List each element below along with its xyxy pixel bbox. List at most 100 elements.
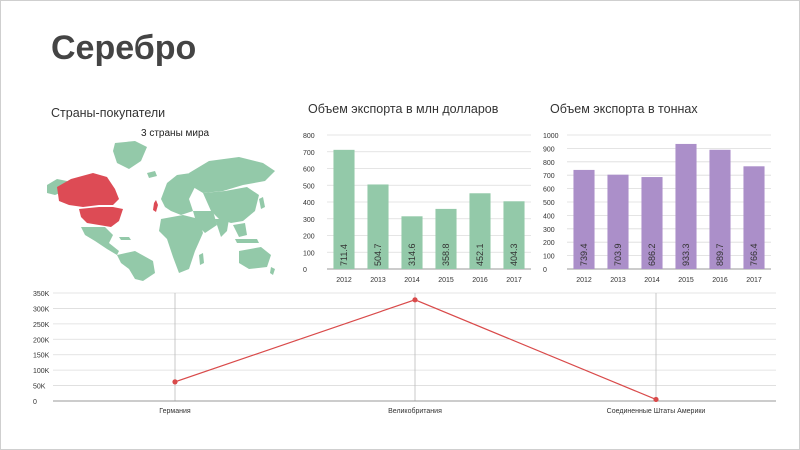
map-region-iceland: [147, 171, 157, 178]
line-point: [172, 379, 178, 385]
x-tick-label: 2014: [404, 277, 420, 284]
x-tick-label: 2017: [506, 277, 522, 284]
x-tick-label: 2013: [370, 277, 386, 284]
x-tick-label: 2015: [678, 277, 694, 284]
map-country-canada: [57, 173, 119, 207]
y-tick-label: 400: [543, 213, 555, 220]
map-region-new-zealand: [270, 267, 275, 275]
y-tick-label: 700: [543, 173, 555, 180]
map-region-indonesia: [235, 239, 259, 243]
y-tick-label: 300K: [33, 306, 50, 313]
map-region-africa: [159, 215, 203, 273]
y-tick-label: 500: [303, 183, 315, 190]
bar-value-label: 404.3: [509, 243, 519, 266]
x-tick-label: Соединенные Штаты Америки: [607, 408, 706, 415]
y-tick-label: 400: [303, 200, 315, 207]
tons-export-chart: 0 100 200 300 400 500 600 700 800 900 1000 739.4 201…: [543, 133, 771, 284]
tons-chart-title: Объем экспорта в тоннах: [550, 102, 698, 116]
y-tick-label: 800: [543, 160, 555, 167]
y-tick-label: 200: [303, 234, 315, 241]
bar-value-label: 889.7: [715, 243, 725, 266]
y-tick-label: 250K: [33, 322, 50, 329]
x-tick-label: Германия: [159, 408, 191, 415]
map-subtitle: 3 страны мира: [141, 128, 210, 139]
y-tick-label: 0: [33, 399, 37, 406]
bar-value-label: 452.1: [475, 243, 485, 266]
y-tick-label: 600: [543, 187, 555, 194]
bar: [469, 193, 491, 269]
y-tick-label: 300: [303, 217, 315, 224]
y-tick-label: 100K: [33, 368, 50, 375]
map-region-india: [215, 219, 229, 237]
map-region-southeast-asia: [233, 223, 247, 237]
y-tick-label: 200K: [33, 337, 50, 344]
bar-value-label: 358.8: [441, 243, 451, 266]
map-region-middle-east: [193, 211, 217, 233]
usd-chart-title: Объем экспорта в млн долларов: [308, 102, 499, 116]
x-tick-label: 2016: [472, 277, 488, 284]
map-title: Страны-покупатели: [51, 106, 166, 120]
x-tick-label: 2015: [438, 277, 454, 284]
map-region-mexico: [81, 227, 119, 255]
map-region-madagascar: [199, 253, 204, 265]
map-region-caribbean: [119, 237, 131, 240]
x-tick-label: Великобритания: [388, 407, 442, 415]
page-title: Серебро: [51, 29, 197, 67]
map-region-russia: [189, 157, 275, 193]
map-region-south-america: [117, 251, 155, 281]
map-region-australia: [239, 247, 271, 269]
bar: [709, 149, 731, 269]
y-tick-label: 1000: [543, 133, 559, 140]
y-tick-label: 500: [543, 200, 555, 207]
bar-value-label: 739.4: [579, 243, 589, 266]
x-tick-label: 2012: [336, 277, 352, 284]
y-tick-label: 100: [543, 254, 555, 261]
y-tick-label: 350K: [33, 291, 50, 298]
map-country-united-states: [79, 207, 123, 227]
line-point: [412, 297, 418, 303]
map-region-greenland: [113, 141, 147, 169]
y-tick-label: 0: [303, 267, 307, 274]
bar: [401, 216, 423, 269]
bar-value-label: 686.2: [647, 243, 657, 266]
world-map: [47, 141, 275, 281]
bar: [435, 208, 457, 269]
map-highlighted-countries: [57, 173, 158, 227]
bar-value-label: 933.3: [681, 243, 691, 266]
map-land: [47, 141, 275, 281]
bar: [503, 201, 525, 269]
bar: [607, 174, 629, 269]
country-line-chart: 0 50K 100K 150K 200K 250K 300K 350K Германия Вели…: [33, 291, 776, 415]
bar: [333, 149, 355, 269]
x-tick-label: 2017: [746, 277, 762, 284]
line-point: [653, 396, 659, 403]
x-tick-label: 2016: [712, 277, 728, 284]
y-tick-label: 100: [303, 250, 315, 257]
x-tick-label: 2012: [576, 277, 592, 284]
bar: [743, 166, 765, 269]
y-tick-label: 150K: [33, 353, 50, 360]
y-tick-label: 900: [543, 146, 555, 153]
y-tick-label: 800: [303, 133, 315, 140]
y-tick-label: 600: [303, 167, 315, 174]
y-tick-label: 200: [543, 240, 555, 247]
y-tick-label: 700: [303, 150, 315, 157]
bar: [573, 169, 595, 269]
x-tick-label: 2013: [610, 277, 626, 284]
y-tick-label: 50K: [33, 384, 46, 391]
y-tick-label: 0: [543, 267, 547, 274]
bar: [367, 184, 389, 269]
bar-value-label: 314.6: [407, 243, 417, 266]
y-tick-label: 300: [543, 227, 555, 234]
map-region-japan: [259, 197, 265, 209]
map-country-united-kingdom: [153, 200, 158, 212]
bar-value-label: 766.4: [749, 243, 759, 266]
bar-value-label: 711.4: [339, 244, 349, 266]
bar-value-label: 504.7: [373, 243, 383, 266]
map-region-europe: [161, 173, 195, 215]
map-region-asia: [203, 187, 259, 223]
bar-value-label: 703.9: [613, 243, 623, 266]
x-tick-label: 2014: [644, 277, 660, 284]
bar: [675, 143, 697, 269]
